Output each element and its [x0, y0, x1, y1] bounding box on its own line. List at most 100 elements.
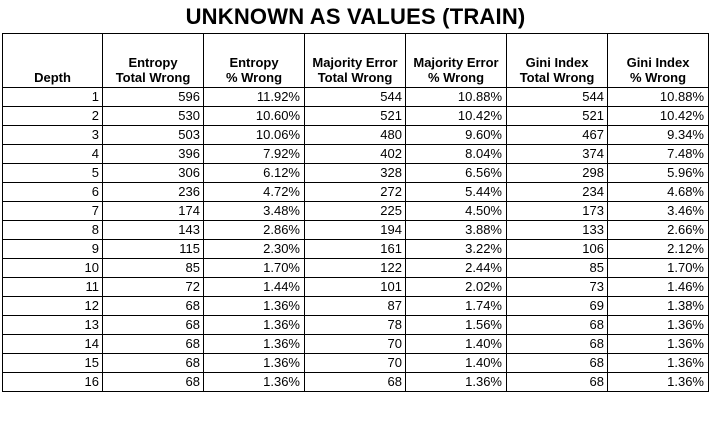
- entropy-pct-cell: 10.60%: [203, 106, 305, 126]
- gini-pct-cell: 2.66%: [607, 220, 709, 240]
- depth-cell: 7: [2, 201, 103, 221]
- entropy-total-cell: 306: [102, 163, 204, 183]
- table-row: 10 85 1.70% 122 2.44% 85 1.70%: [2, 258, 709, 278]
- majority-total-cell: 70: [304, 353, 406, 373]
- column-header-line1: Entropy: [128, 55, 178, 70]
- gini-total-cell: 374: [506, 144, 608, 164]
- majority-total-cell: 402: [304, 144, 406, 164]
- column-header-line2: Total Wrong: [115, 70, 191, 85]
- gini-pct-cell: 1.36%: [607, 353, 709, 373]
- gini-total-cell: 173: [506, 201, 608, 221]
- table-row: 3 503 10.06% 480 9.60% 467 9.34%: [2, 125, 709, 145]
- gini-total-cell: 544: [506, 87, 608, 107]
- column-header-depth: Depth: [2, 33, 103, 88]
- column-header-entropy-pct: Entropy % Wrong: [203, 33, 305, 88]
- depth-cell: 8: [2, 220, 103, 240]
- entropy-total-cell: 530: [102, 106, 204, 126]
- depth-cell: 4: [2, 144, 103, 164]
- entropy-total-cell: 68: [102, 296, 204, 316]
- entropy-total-cell: 596: [102, 87, 204, 107]
- majority-pct-cell: 5.44%: [405, 182, 507, 202]
- depth-cell: 6: [2, 182, 103, 202]
- entropy-pct-cell: 1.36%: [203, 315, 305, 335]
- depth-cell: 16: [2, 372, 103, 392]
- entropy-total-cell: 72: [102, 277, 204, 297]
- entropy-pct-cell: 1.36%: [203, 372, 305, 392]
- entropy-pct-cell: 3.48%: [203, 201, 305, 221]
- column-header-line2: % Wrong: [225, 70, 283, 85]
- majority-pct-cell: 1.56%: [405, 315, 507, 335]
- gini-total-cell: 106: [506, 239, 608, 259]
- majority-total-cell: 272: [304, 182, 406, 202]
- column-header-line1: Gini Index: [626, 55, 690, 70]
- entropy-pct-cell: 1.36%: [203, 296, 305, 316]
- page-title: UNKNOWN AS VALUES (TRAIN): [185, 4, 526, 29]
- header-row: Depth Entropy Total Wrong Entropy % Wron…: [2, 33, 709, 88]
- majority-total-cell: 225: [304, 201, 406, 221]
- table-row: 13 68 1.36% 78 1.56% 68 1.36%: [2, 315, 709, 335]
- majority-total-cell: 68: [304, 372, 406, 392]
- majority-pct-cell: 1.36%: [405, 372, 507, 392]
- column-header-line1: Majority Error: [312, 55, 398, 70]
- entropy-total-cell: 236: [102, 182, 204, 202]
- entropy-total-cell: 68: [102, 315, 204, 335]
- depth-cell: 9: [2, 239, 103, 259]
- entropy-pct-cell: 1.36%: [203, 353, 305, 373]
- table-row: 14 68 1.36% 70 1.40% 68 1.36%: [2, 334, 709, 354]
- entropy-pct-cell: 11.92%: [203, 87, 305, 107]
- column-header-line2: % Wrong: [427, 70, 485, 85]
- entropy-total-cell: 503: [102, 125, 204, 145]
- majority-total-cell: 78: [304, 315, 406, 335]
- gini-pct-cell: 1.36%: [607, 334, 709, 354]
- majority-pct-cell: 3.88%: [405, 220, 507, 240]
- majority-pct-cell: 6.56%: [405, 163, 507, 183]
- entropy-total-cell: 68: [102, 353, 204, 373]
- table-row: 4 396 7.92% 402 8.04% 374 7.48%: [2, 144, 709, 164]
- gini-pct-cell: 2.12%: [607, 239, 709, 259]
- majority-pct-cell: 2.02%: [405, 277, 507, 297]
- entropy-total-cell: 115: [102, 239, 204, 259]
- majority-total-cell: 480: [304, 125, 406, 145]
- entropy-pct-cell: 7.92%: [203, 144, 305, 164]
- depth-cell: 13: [2, 315, 103, 335]
- gini-pct-cell: 3.46%: [607, 201, 709, 221]
- gini-pct-cell: 1.36%: [607, 372, 709, 392]
- depth-cell: 14: [2, 334, 103, 354]
- majority-pct-cell: 8.04%: [405, 144, 507, 164]
- majority-pct-cell: 10.88%: [405, 87, 507, 107]
- gini-total-cell: 68: [506, 372, 608, 392]
- entropy-total-cell: 85: [102, 258, 204, 278]
- entropy-total-cell: 143: [102, 220, 204, 240]
- table-row: 8 143 2.86% 194 3.88% 133 2.66%: [2, 220, 709, 240]
- majority-pct-cell: 10.42%: [405, 106, 507, 126]
- column-header-line2: % Wrong: [629, 70, 687, 85]
- gini-total-cell: 68: [506, 353, 608, 373]
- table-row: 15 68 1.36% 70 1.40% 68 1.36%: [2, 353, 709, 373]
- depth-cell: 1: [2, 87, 103, 107]
- table-row: 16 68 1.36% 68 1.36% 68 1.36%: [2, 372, 709, 392]
- gini-total-cell: 133: [506, 220, 608, 240]
- majority-total-cell: 161: [304, 239, 406, 259]
- majority-total-cell: 87: [304, 296, 406, 316]
- gini-pct-cell: 7.48%: [607, 144, 709, 164]
- majority-total-cell: 521: [304, 106, 406, 126]
- majority-pct-cell: 2.44%: [405, 258, 507, 278]
- column-header-line1: Majority Error: [413, 55, 499, 70]
- column-header-gini-pct: Gini Index % Wrong: [607, 33, 709, 88]
- majority-pct-cell: 1.74%: [405, 296, 507, 316]
- entropy-total-cell: 396: [102, 144, 204, 164]
- gini-total-cell: 68: [506, 334, 608, 354]
- majority-total-cell: 194: [304, 220, 406, 240]
- majority-total-cell: 70: [304, 334, 406, 354]
- column-header-line2: Total Wrong: [519, 70, 595, 85]
- gini-pct-cell: 5.96%: [607, 163, 709, 183]
- gini-total-cell: 73: [506, 277, 608, 297]
- depth-cell: 3: [2, 125, 103, 145]
- column-header-line1: Gini Index: [525, 55, 589, 70]
- table-row: 12 68 1.36% 87 1.74% 69 1.38%: [2, 296, 709, 316]
- entropy-pct-cell: 4.72%: [203, 182, 305, 202]
- majority-total-cell: 122: [304, 258, 406, 278]
- gini-total-cell: 68: [506, 315, 608, 335]
- entropy-pct-cell: 1.44%: [203, 277, 305, 297]
- entropy-total-cell: 68: [102, 334, 204, 354]
